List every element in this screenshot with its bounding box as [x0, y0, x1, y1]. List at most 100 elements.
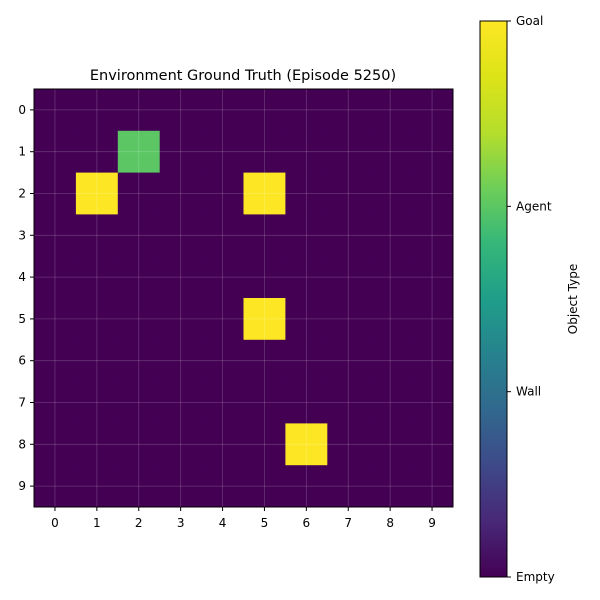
x-tick-label: 5: [261, 516, 269, 530]
heatmap-cell: [159, 89, 203, 132]
y-tick-label: 0: [18, 103, 26, 117]
heatmap-cell: [201, 339, 244, 383]
heatmap-cell: [411, 339, 454, 383]
heatmap-cell: [369, 381, 412, 424]
heatmap-cell: [243, 381, 286, 424]
heatmap-cell: [201, 89, 244, 132]
heatmap-cell: [285, 89, 328, 132]
x-tick-label: 1: [93, 516, 101, 530]
colorbar-tick-label: Wall: [516, 385, 541, 399]
y-tick-label: 1: [18, 145, 26, 159]
y-tick-label: 9: [18, 479, 26, 493]
heatmap-cell: [285, 298, 328, 341]
heatmap-cell: [117, 256, 161, 299]
heatmap-cell: [34, 256, 77, 299]
heatmap-cell: [159, 423, 203, 466]
colorbar-ticks: Empty Wall Agent Goal: [507, 14, 555, 584]
heatmap-cell: [285, 465, 328, 508]
heatmap-cell: [117, 339, 161, 383]
heatmap-cell: [159, 130, 203, 174]
x-tick-label: 6: [303, 516, 311, 530]
heatmap-cell: [159, 339, 203, 383]
plot-frame: [33, 88, 454, 508]
heatmap-cell: [285, 172, 328, 215]
heatmap-cell: [243, 423, 286, 466]
heatmap-cell: [369, 339, 412, 383]
heatmap-cell: [327, 172, 370, 215]
heatmap-cells: [34, 89, 454, 508]
heatmap-cell: [369, 423, 412, 466]
heatmap-cell: [75, 256, 119, 299]
heatmap-cell: [117, 465, 161, 508]
heatmap-cell: [75, 465, 119, 508]
heatmap-cell: [75, 298, 119, 341]
heatmap-cell: [75, 381, 119, 424]
heatmap-cell: [34, 381, 77, 424]
colorbar: [479, 20, 508, 578]
y-tick-label: 4: [18, 270, 26, 284]
heatmap-cell: [243, 465, 286, 508]
heatmap-cell: [243, 256, 286, 299]
heatmap-cell: [34, 298, 77, 341]
y-tick-label: 3: [18, 228, 26, 242]
heatmap-cell: [159, 172, 203, 215]
heatmap-cell: [117, 172, 161, 215]
y-tick-label: 8: [18, 437, 26, 451]
x-tick-label: 8: [386, 516, 394, 530]
heatmap-cell: [34, 89, 77, 132]
heatmap-cell: [243, 89, 286, 132]
y-tick-label: 6: [18, 354, 26, 368]
heatmap-cell: [369, 465, 412, 508]
heatmap-cell: [117, 89, 161, 132]
heatmap-cell: [411, 256, 454, 299]
heatmap-cell: [243, 214, 286, 257]
heatmap-cell: [34, 130, 77, 174]
heatmap-cell: [327, 89, 370, 132]
heatmap-cell: [34, 465, 77, 508]
x-tick-label: 0: [51, 516, 59, 530]
heatmap-cell: [327, 381, 370, 424]
heatmap-cell: [243, 298, 286, 341]
heatmap-cell: [201, 381, 244, 424]
y-tick-label: 2: [18, 187, 26, 201]
heatmap-cell: [34, 172, 77, 215]
heatmap-cell: [411, 130, 454, 174]
heatmap-cell: [159, 298, 203, 341]
heatmap-cell: [117, 214, 161, 257]
heatmap-cell: [285, 214, 328, 257]
x-axis-ticks: 0 1 2 3 4 5 6 7 8 9: [51, 507, 436, 530]
x-tick-label: 4: [219, 516, 227, 530]
heatmap-cell: [327, 465, 370, 508]
x-tick-label: 7: [344, 516, 352, 530]
heatmap-cell: [411, 172, 454, 215]
heatmap-cell: [75, 172, 119, 215]
colorbar-tick-label: Empty: [516, 570, 555, 584]
heatmap-cell: [159, 465, 203, 508]
x-tick-label: 3: [177, 516, 185, 530]
heatmap-cell: [159, 214, 203, 257]
colorbar-tick-label: Goal: [516, 14, 543, 28]
heatmap-cell: [285, 339, 328, 383]
heatmap-cell: [285, 423, 328, 466]
x-tick-label: 9: [428, 516, 436, 530]
heatmap-cell: [201, 256, 244, 299]
heatmap-cell: [117, 298, 161, 341]
heatmap-cell: [369, 214, 412, 257]
heatmap-cell: [117, 130, 161, 174]
heatmap-cell: [411, 465, 454, 508]
heatmap-cell: [75, 89, 119, 132]
colorbar-label: Object Type: [566, 264, 580, 334]
heatmap-cell: [285, 256, 328, 299]
heatmap-cell: [75, 130, 119, 174]
heatmap-cell: [411, 89, 454, 132]
heatmap-cell: [201, 214, 244, 257]
y-tick-label: 5: [18, 312, 26, 326]
heatmap-cell: [327, 214, 370, 257]
heatmap-cell: [159, 381, 203, 424]
heatmap-cell: [75, 214, 119, 257]
heatmap-cell: [243, 130, 286, 174]
heatmap-cell: [243, 172, 286, 215]
heatmap-cell: [201, 423, 244, 466]
heatmap-cell: [369, 89, 412, 132]
